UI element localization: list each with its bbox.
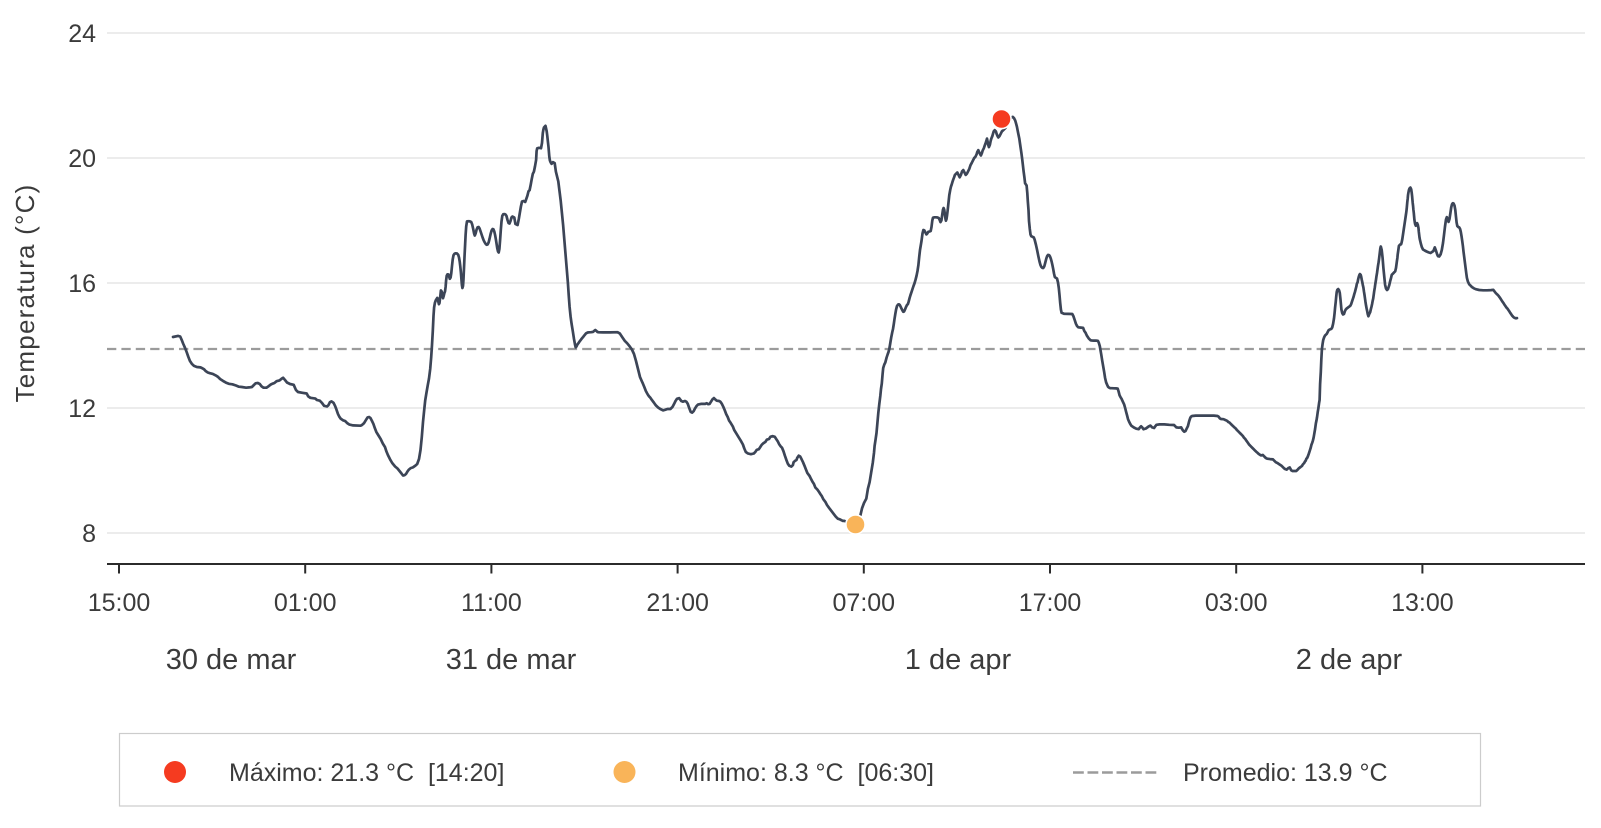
svg-text:Promedio: 13.9 °C: Promedio: 13.9 °C: [1183, 759, 1388, 787]
svg-text:16: 16: [68, 270, 96, 298]
svg-text:Mínimo: 8.3 °C [06:30]: Mínimo: 8.3 °C [06:30]: [678, 759, 934, 787]
svg-text:20: 20: [68, 145, 96, 173]
svg-text:12: 12: [68, 395, 96, 423]
svg-text:Máximo: 21.3 °C [14:20]: Máximo: 21.3 °C [14:20]: [229, 759, 504, 787]
svg-text:24: 24: [68, 20, 96, 48]
svg-text:07:00: 07:00: [833, 589, 896, 617]
svg-text:31 de mar: 31 de mar: [446, 644, 577, 676]
svg-text:1 de apr: 1 de apr: [905, 644, 1012, 676]
svg-text:13:00: 13:00: [1391, 589, 1454, 617]
svg-text:11:00: 11:00: [461, 589, 522, 617]
svg-text:30 de mar: 30 de mar: [166, 644, 297, 676]
svg-text:21:00: 21:00: [646, 589, 709, 617]
svg-text:8: 8: [82, 520, 96, 548]
svg-text:15:00: 15:00: [88, 589, 151, 617]
svg-text:2 de apr: 2 de apr: [1296, 644, 1403, 676]
svg-text:Temperatura (°C): Temperatura (°C): [10, 184, 40, 403]
svg-text:17:00: 17:00: [1019, 589, 1082, 617]
svg-text:03:00: 03:00: [1205, 589, 1268, 617]
svg-text:01:00: 01:00: [274, 589, 337, 617]
